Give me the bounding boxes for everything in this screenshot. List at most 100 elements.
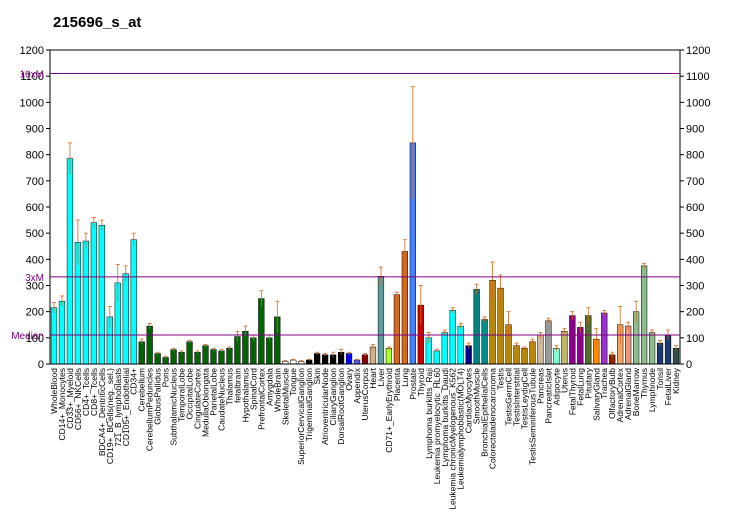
category-label: Ovary (344, 367, 354, 390)
category-label: Pancreas (535, 368, 545, 404)
category-label: FetalLung (575, 368, 585, 406)
category-label: Heart (368, 367, 378, 388)
bar-Ovary (345, 353, 353, 365)
category-label: CaudateNucleus (216, 368, 226, 431)
bar-WholeBlood (50, 307, 58, 365)
category-label: CardiacMyocytes (464, 368, 474, 433)
category-label: Uterus (559, 368, 569, 393)
y-tick-label-right: 200 (686, 307, 704, 319)
category-label: SkeletalMuscle (280, 368, 290, 425)
y-tick-label-left: 400 (26, 254, 44, 266)
y-tick-label-right: 800 (686, 150, 704, 162)
bar-TestisSeminiferousTubule (529, 341, 536, 365)
category-label: Appendix (352, 367, 362, 403)
bar-OccipitalLobe (186, 341, 193, 365)
reference-label-3xM: 3xM (25, 273, 44, 284)
category-label: TestisInterstitial (512, 368, 522, 426)
category-label: WholeBrain (272, 368, 282, 412)
y-tick-label-left: 800 (26, 150, 44, 162)
bar-Leukemia chronicMyelogenous_K562 (449, 310, 456, 365)
bar-FetalThyroid (569, 315, 576, 365)
y-tick-label-right: 500 (686, 228, 704, 240)
bar-CingulateCortex (194, 351, 201, 365)
bar-CD14+_Monocytes (58, 300, 66, 365)
bar-CD105+_Endothelial (122, 273, 129, 365)
category-label: Pons (161, 368, 171, 387)
bar-Thalamus (226, 348, 233, 365)
category-label: TestisLeydigCell (519, 368, 529, 430)
y-tick-label-right: 1100 (686, 71, 710, 83)
category-label: OlfactoryBulb (607, 368, 617, 419)
category-label: CiliaryGanglion (328, 368, 338, 426)
bar-Leukemialymphoblastic(MOLT4) (457, 325, 464, 365)
bar-TemporalLobe (178, 351, 185, 365)
category-label: TestisGermCell (504, 368, 514, 426)
bar-Liver (377, 276, 385, 365)
bar-GlobusPallidus (154, 353, 161, 365)
bar-BDCA4+_DentriticCells (98, 225, 105, 365)
category-label: Leukemia promyelocytic_HL60 (432, 368, 442, 484)
bar-Leukemia promyelocytic_HL60 (433, 350, 440, 365)
bar-Cerebellum (138, 341, 145, 365)
bar-Lymphoma burkitts_Daudi (441, 332, 448, 365)
category-label: GlobusPallidus (153, 368, 163, 425)
bar-Pancreas (537, 334, 544, 365)
bar-TestisLeydigCell (521, 348, 528, 365)
category-label: CD4+_Tcells (81, 368, 91, 416)
category-label: FetalLiver (663, 368, 673, 405)
bar-AdrenalGland (625, 325, 632, 365)
category-label: TestisSeminiferousTubule (527, 368, 537, 465)
category-label: Thyroid (416, 368, 426, 397)
category-label: CD71+_EarlyErythroid (384, 368, 394, 453)
category-label: Testis (496, 368, 506, 390)
category-label: TrigeminalGanglion (304, 368, 314, 442)
bar-CerebellumPeduncles (146, 325, 153, 365)
category-label: Placenta (392, 368, 402, 401)
category-label: Lymphnode (647, 368, 657, 412)
category-label: CD56+_NKCells (73, 368, 83, 430)
bar-Thymus (640, 265, 648, 365)
category-label: OccipitalLobe (185, 368, 195, 420)
y-tick-label-right: 700 (686, 176, 704, 188)
category-label: Cerebellum (137, 368, 147, 411)
category-label: SmoothMuscle (472, 368, 482, 424)
bar-Uterus (561, 331, 568, 365)
y-tick-label-right: 900 (686, 124, 704, 136)
category-label: CerebellumPeduncles (145, 368, 155, 451)
category-label: Trachea (599, 368, 609, 399)
category-label: Thymus (639, 368, 649, 398)
category-label: CD33+_Myeloid (65, 368, 75, 429)
y-tick-label-right: 100 (686, 333, 704, 345)
category-label: PrefrontalCortex (256, 367, 266, 430)
y-tick-label-right: 1000 (686, 97, 710, 109)
bar-CaudateNucleus (218, 350, 225, 365)
category-label: PancreaticIslet (543, 367, 553, 423)
category-label: Kidney (671, 367, 681, 394)
category-label: CD105+_Endothelial (121, 368, 131, 446)
category-label: SpinalCord (248, 368, 258, 410)
y-tick-label-right: 300 (686, 281, 704, 293)
y-tick-label-left: 300 (26, 281, 44, 293)
y-tick-label-left: 900 (26, 124, 44, 136)
bar-AtrioventricularNode (322, 354, 329, 365)
bar-PrefrontalCortex (258, 298, 265, 365)
category-label: Tongue (288, 368, 298, 396)
category-label: FetalThyroid (567, 368, 577, 416)
category-label: CD14+_Monocytes (57, 368, 67, 441)
category-label: Leukemia chronicMyelogenous_K562 (448, 368, 458, 510)
category-label: AdrenalGland (623, 368, 633, 420)
category-label: WholeBlood (49, 368, 59, 414)
category-label: ParietalLobe (208, 368, 218, 416)
bar-CD33+_Myeloid (66, 158, 74, 365)
bar-CD34+ (130, 239, 137, 365)
y-tick-label-right: 400 (686, 254, 704, 266)
y-tick-label-right: 1200 (686, 45, 710, 57)
category-label: Lymphoma burkitts_Daudi (440, 368, 450, 467)
category-label: Colorectaladenocarcinoma (488, 368, 498, 469)
category-label: BoneMarrow (631, 367, 641, 416)
bar-MedullaOblongata (202, 345, 209, 365)
bar-Lung (401, 251, 408, 365)
reference-label-10xM: 10xM (20, 70, 44, 81)
bar-CD8+_Tcells (90, 222, 97, 365)
